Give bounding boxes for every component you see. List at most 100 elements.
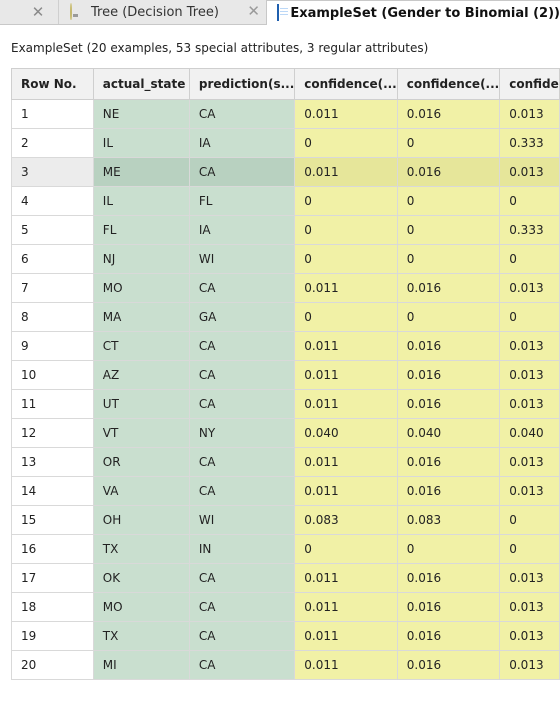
prediction-cell[interactable]: IA bbox=[188, 128, 296, 158]
table-row[interactable]: 5 FL IA 0 0 0.333 bbox=[11, 215, 560, 245]
actual-state-cell[interactable]: MI bbox=[92, 650, 190, 680]
row-number[interactable]: 5 bbox=[11, 215, 94, 245]
actual-state-cell[interactable]: IL bbox=[92, 186, 190, 216]
confidence-cell[interactable]: 0.016 bbox=[396, 447, 501, 477]
confidence-cell[interactable]: 0.011 bbox=[294, 476, 398, 506]
confidence-cell[interactable]: 0.040 bbox=[396, 418, 501, 448]
actual-state-cell[interactable]: UT bbox=[92, 389, 190, 419]
confidence-cell[interactable]: 0 bbox=[499, 534, 560, 564]
confidence-cell[interactable]: 0 bbox=[499, 302, 560, 332]
confidence-cell[interactable]: 0.013 bbox=[499, 476, 560, 506]
actual-state-cell[interactable]: MA bbox=[92, 302, 190, 332]
table-row[interactable]: 20 MI CA 0.011 0.016 0.013 bbox=[11, 650, 560, 680]
table-row[interactable]: 7 MO CA 0.011 0.016 0.013 bbox=[11, 273, 560, 303]
row-number[interactable]: 16 bbox=[11, 534, 94, 564]
actual-state-cell[interactable]: OH bbox=[92, 505, 190, 535]
prediction-cell[interactable]: CA bbox=[188, 592, 296, 622]
column-header-row-no[interactable]: Row No. bbox=[11, 68, 94, 100]
confidence-cell[interactable]: 0 bbox=[499, 186, 560, 216]
confidence-cell[interactable]: 0 bbox=[499, 505, 560, 535]
tab-decision-tree[interactable]: Tree (Decision Tree) ✕ bbox=[58, 0, 266, 24]
confidence-cell[interactable]: 0 bbox=[396, 215, 501, 245]
confidence-cell[interactable]: 0.040 bbox=[294, 418, 398, 448]
actual-state-cell[interactable]: MO bbox=[92, 273, 190, 303]
table-row[interactable]: 9 CT CA 0.011 0.016 0.013 bbox=[11, 331, 560, 361]
table-row[interactable]: 16 TX IN 0 0 0 bbox=[11, 534, 560, 564]
table-row[interactable]: 17 OK CA 0.011 0.016 0.013 bbox=[11, 563, 560, 593]
confidence-cell[interactable]: 0.011 bbox=[294, 447, 398, 477]
confidence-cell[interactable]: 0 bbox=[294, 128, 398, 158]
confidence-cell[interactable]: 0.011 bbox=[294, 621, 398, 651]
confidence-cell[interactable]: 0 bbox=[294, 215, 398, 245]
confidence-cell[interactable]: 0.083 bbox=[396, 505, 501, 535]
table-row[interactable]: 4 IL FL 0 0 0 bbox=[11, 186, 560, 216]
row-number[interactable]: 11 bbox=[11, 389, 94, 419]
prediction-cell[interactable]: NY bbox=[188, 418, 296, 448]
confidence-cell[interactable]: 0.013 bbox=[499, 360, 560, 390]
table-row[interactable]: 8 MA GA 0 0 0 bbox=[11, 302, 560, 332]
table-row[interactable]: 3 ME CA 0.011 0.016 0.013 bbox=[11, 157, 560, 187]
row-number[interactable]: 18 bbox=[11, 592, 94, 622]
row-number[interactable]: 15 bbox=[11, 505, 94, 535]
confidence-cell[interactable]: 0 bbox=[294, 302, 398, 332]
confidence-cell[interactable]: 0 bbox=[396, 186, 501, 216]
confidence-cell[interactable]: 0.016 bbox=[396, 389, 501, 419]
row-number[interactable]: 2 bbox=[11, 128, 94, 158]
column-header-confidence-3[interactable]: confide bbox=[499, 68, 560, 100]
confidence-cell[interactable]: 0.013 bbox=[499, 99, 560, 129]
table-row[interactable]: 10 AZ CA 0.011 0.016 0.013 bbox=[11, 360, 560, 390]
confidence-cell[interactable]: 0.011 bbox=[294, 157, 398, 187]
confidence-cell[interactable]: 0.016 bbox=[396, 331, 501, 361]
row-number[interactable]: 9 bbox=[11, 331, 94, 361]
confidence-cell[interactable]: 0 bbox=[294, 244, 398, 274]
prediction-cell[interactable]: CA bbox=[188, 447, 296, 477]
actual-state-cell[interactable]: IL bbox=[92, 128, 190, 158]
confidence-cell[interactable]: 0.013 bbox=[499, 621, 560, 651]
actual-state-cell[interactable]: VT bbox=[92, 418, 190, 448]
prediction-cell[interactable]: GA bbox=[188, 302, 296, 332]
prediction-cell[interactable]: CA bbox=[188, 650, 296, 680]
confidence-cell[interactable]: 0.016 bbox=[396, 563, 501, 593]
prediction-cell[interactable]: CA bbox=[188, 476, 296, 506]
actual-state-cell[interactable]: MO bbox=[92, 592, 190, 622]
actual-state-cell[interactable]: VA bbox=[92, 476, 190, 506]
confidence-cell[interactable]: 0.333 bbox=[499, 128, 560, 158]
confidence-cell[interactable]: 0 bbox=[396, 244, 501, 274]
actual-state-cell[interactable]: OK bbox=[92, 563, 190, 593]
confidence-cell[interactable]: 0.013 bbox=[499, 592, 560, 622]
prediction-cell[interactable]: IN bbox=[188, 534, 296, 564]
close-icon[interactable]: ✕ bbox=[247, 2, 260, 20]
confidence-cell[interactable]: 0 bbox=[499, 244, 560, 274]
table-row[interactable]: 14 VA CA 0.011 0.016 0.013 bbox=[11, 476, 560, 506]
column-header-actual-state[interactable]: actual_state bbox=[92, 68, 190, 100]
confidence-cell[interactable]: 0 bbox=[294, 186, 398, 216]
confidence-cell[interactable]: 0.013 bbox=[499, 157, 560, 187]
confidence-cell[interactable]: 0.013 bbox=[499, 650, 560, 680]
confidence-cell[interactable]: 0.011 bbox=[294, 389, 398, 419]
actual-state-cell[interactable]: NJ bbox=[92, 244, 190, 274]
prediction-cell[interactable]: CA bbox=[188, 563, 296, 593]
prediction-cell[interactable]: CA bbox=[188, 331, 296, 361]
confidence-cell[interactable]: 0.011 bbox=[294, 360, 398, 390]
row-number[interactable]: 4 bbox=[11, 186, 94, 216]
confidence-cell[interactable]: 0.013 bbox=[499, 563, 560, 593]
tab-exampleset[interactable]: ExampleSet (Gender to Binomial (2)) bbox=[266, 0, 560, 25]
row-number[interactable]: 8 bbox=[11, 302, 94, 332]
table-row[interactable]: 6 NJ WI 0 0 0 bbox=[11, 244, 560, 274]
table-row[interactable]: 19 TX CA 0.011 0.016 0.013 bbox=[11, 621, 560, 651]
column-header-prediction[interactable]: prediction(s... bbox=[188, 68, 296, 100]
confidence-cell[interactable]: 0.016 bbox=[396, 99, 501, 129]
table-row[interactable]: 12 VT NY 0.040 0.040 0.040 bbox=[11, 418, 560, 448]
row-number[interactable]: 17 bbox=[11, 563, 94, 593]
row-number[interactable]: 13 bbox=[11, 447, 94, 477]
table-row[interactable]: 2 IL IA 0 0 0.333 bbox=[11, 128, 560, 158]
confidence-cell[interactable]: 0.016 bbox=[396, 360, 501, 390]
confidence-cell[interactable]: 0.013 bbox=[499, 447, 560, 477]
row-number[interactable]: 6 bbox=[11, 244, 94, 274]
confidence-cell[interactable]: 0.040 bbox=[499, 418, 560, 448]
prediction-cell[interactable]: CA bbox=[188, 360, 296, 390]
prediction-cell[interactable]: WI bbox=[188, 505, 296, 535]
close-icon[interactable]: ✕ bbox=[31, 3, 45, 21]
table-row[interactable]: 1 NE CA 0.011 0.016 0.013 bbox=[11, 99, 560, 129]
prediction-cell[interactable]: IA bbox=[188, 215, 296, 245]
